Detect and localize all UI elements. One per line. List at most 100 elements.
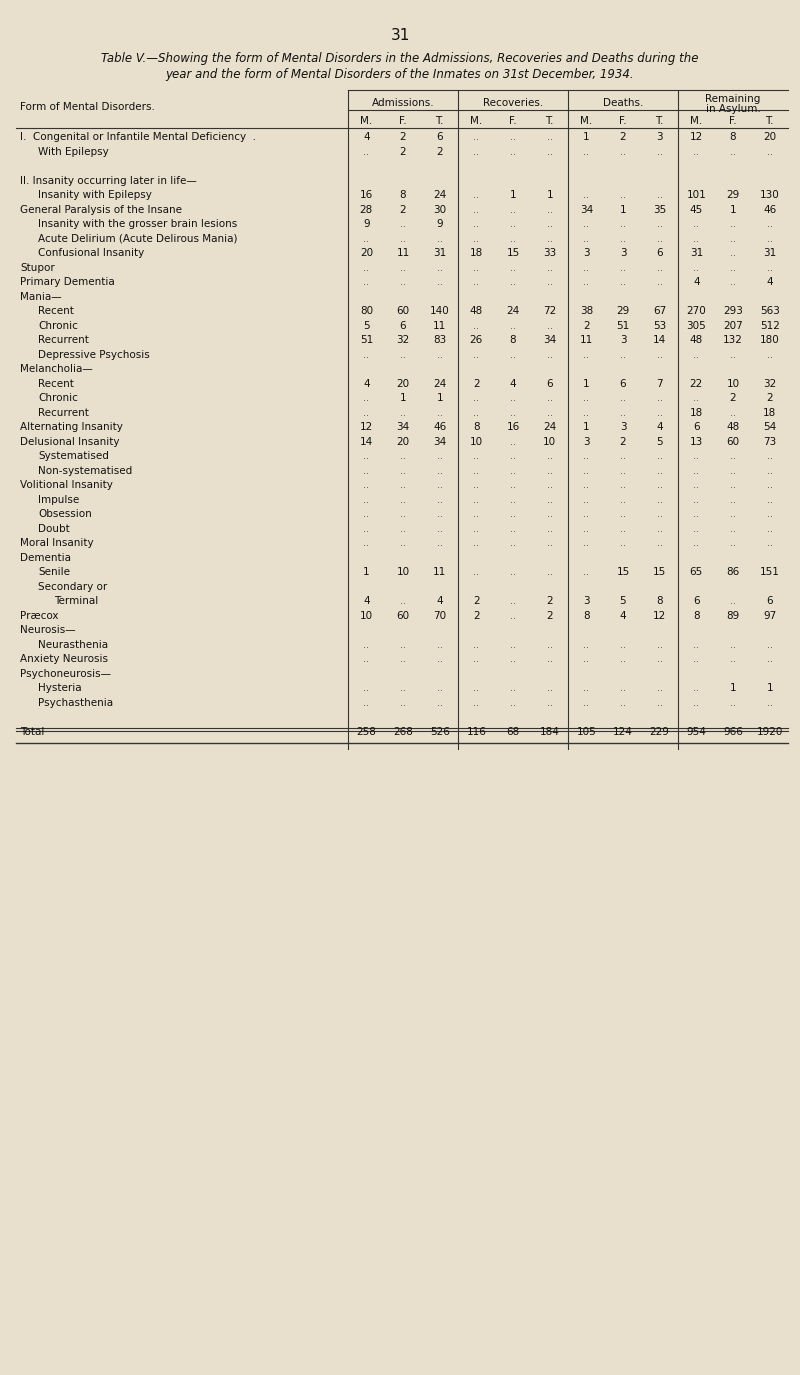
Text: 15: 15 xyxy=(616,566,630,578)
Text: ..: .. xyxy=(437,639,442,649)
Text: ..: .. xyxy=(546,451,553,461)
Text: ..: .. xyxy=(437,276,442,287)
Text: ..: .. xyxy=(730,524,736,534)
Text: 14: 14 xyxy=(360,436,373,447)
Text: ..: .. xyxy=(730,595,736,606)
Text: ..: .. xyxy=(730,466,736,476)
Text: 6: 6 xyxy=(620,378,626,389)
Text: ..: .. xyxy=(400,595,406,606)
Text: ..: .. xyxy=(437,538,442,549)
Text: ..: .. xyxy=(546,407,553,418)
Text: 51: 51 xyxy=(616,320,630,330)
Text: Delusional Insanity: Delusional Insanity xyxy=(20,436,119,447)
Text: 151: 151 xyxy=(760,566,780,578)
Text: 70: 70 xyxy=(433,610,446,620)
Text: 6: 6 xyxy=(656,248,663,258)
Text: 258: 258 xyxy=(356,726,376,737)
Text: ..: .. xyxy=(437,480,442,489)
Text: ..: .. xyxy=(583,683,590,693)
Text: 2: 2 xyxy=(400,132,406,142)
Text: ..: .. xyxy=(400,495,406,505)
Text: 15: 15 xyxy=(506,248,520,258)
Text: ..: .. xyxy=(437,509,442,518)
Text: 130: 130 xyxy=(760,190,779,199)
Text: ..: .. xyxy=(474,276,479,287)
Text: 33: 33 xyxy=(543,248,556,258)
Text: ..: .. xyxy=(474,407,479,418)
Text: 35: 35 xyxy=(653,205,666,214)
Text: ..: .. xyxy=(363,509,370,518)
Text: ..: .. xyxy=(474,219,479,230)
Text: ..: .. xyxy=(437,683,442,693)
Text: 6: 6 xyxy=(693,422,700,432)
Text: ..: .. xyxy=(510,147,516,157)
Text: ..: .. xyxy=(510,639,516,649)
Text: 132: 132 xyxy=(723,336,743,345)
Text: ..: .. xyxy=(400,639,406,649)
Text: 83: 83 xyxy=(433,336,446,345)
Text: ..: .. xyxy=(363,407,370,418)
Text: ..: .. xyxy=(546,234,553,243)
Text: ..: .. xyxy=(766,654,773,664)
Text: ..: .. xyxy=(583,393,590,403)
Text: ..: .. xyxy=(730,509,736,518)
Text: 2: 2 xyxy=(436,147,443,157)
Text: ..: .. xyxy=(694,683,699,693)
Text: 526: 526 xyxy=(430,726,450,737)
Text: 31: 31 xyxy=(390,28,410,43)
Text: 954: 954 xyxy=(686,726,706,737)
Text: ..: .. xyxy=(400,524,406,534)
Text: Recent: Recent xyxy=(38,307,74,316)
Text: ..: .. xyxy=(583,654,590,664)
Text: M.: M. xyxy=(690,116,702,126)
Text: 4: 4 xyxy=(363,132,370,142)
Text: ..: .. xyxy=(400,480,406,489)
Text: 60: 60 xyxy=(397,307,410,316)
Text: 24: 24 xyxy=(433,378,446,389)
Text: ..: .. xyxy=(657,276,662,287)
Text: ..: .. xyxy=(694,697,699,708)
Text: ..: .. xyxy=(474,190,479,199)
Text: ..: .. xyxy=(620,639,626,649)
Text: 2: 2 xyxy=(473,595,480,606)
Text: 48: 48 xyxy=(470,307,483,316)
Text: ..: .. xyxy=(620,190,626,199)
Text: ..: .. xyxy=(363,349,370,359)
Text: 305: 305 xyxy=(686,320,706,330)
Text: 1: 1 xyxy=(730,683,736,693)
Text: 140: 140 xyxy=(430,307,450,316)
Text: ..: .. xyxy=(474,205,479,214)
Text: 86: 86 xyxy=(726,566,740,578)
Text: ..: .. xyxy=(400,466,406,476)
Text: ..: .. xyxy=(474,654,479,664)
Text: ..: .. xyxy=(657,683,662,693)
Text: ..: .. xyxy=(363,683,370,693)
Text: ..: .. xyxy=(657,393,662,403)
Text: ..: .. xyxy=(363,393,370,403)
Text: 101: 101 xyxy=(686,190,706,199)
Text: ..: .. xyxy=(474,451,479,461)
Text: ..: .. xyxy=(730,654,736,664)
Text: ..: .. xyxy=(730,407,736,418)
Text: 1: 1 xyxy=(510,190,516,199)
Text: 1: 1 xyxy=(583,132,590,142)
Text: 20: 20 xyxy=(397,436,410,447)
Text: ..: .. xyxy=(583,276,590,287)
Text: ..: .. xyxy=(766,234,773,243)
Text: Secondary or: Secondary or xyxy=(38,582,107,591)
Text: ..: .. xyxy=(766,219,773,230)
Text: 29: 29 xyxy=(726,190,740,199)
Text: ..: .. xyxy=(766,263,773,272)
Text: ..: .. xyxy=(657,451,662,461)
Text: ..: .. xyxy=(546,697,553,708)
Text: ..: .. xyxy=(474,234,479,243)
Text: 2: 2 xyxy=(473,610,480,620)
Text: Admissions.: Admissions. xyxy=(372,98,434,109)
Text: in Asylum.: in Asylum. xyxy=(706,104,760,114)
Text: ..: .. xyxy=(583,524,590,534)
Text: 1: 1 xyxy=(400,393,406,403)
Text: ..: .. xyxy=(437,697,442,708)
Text: year and the form of Mental Disorders of the Inmates on 31st December, 1934.: year and the form of Mental Disorders of… xyxy=(166,67,634,81)
Text: 6: 6 xyxy=(400,320,406,330)
Text: ..: .. xyxy=(766,697,773,708)
